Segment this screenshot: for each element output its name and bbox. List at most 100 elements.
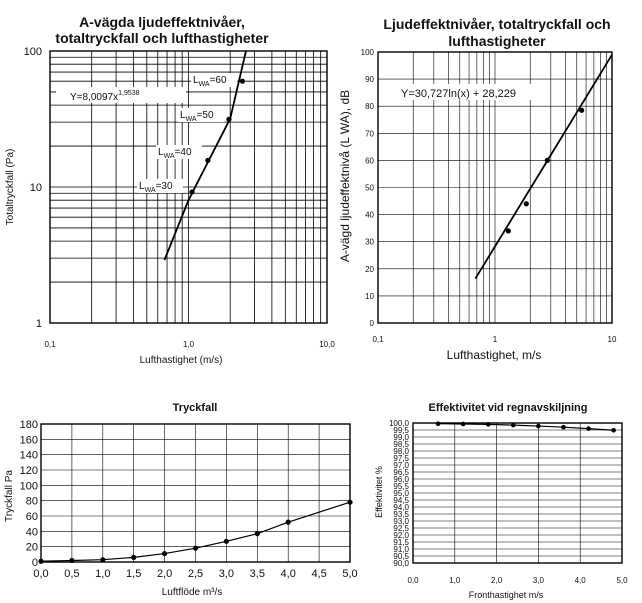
chart4-x-tick-label: 2,0 xyxy=(491,576,503,585)
chart2-data-point xyxy=(544,157,550,163)
chart4-y-tick-label: 91,5 xyxy=(393,538,409,547)
chart1-data-point xyxy=(226,116,232,122)
chart4-data-point xyxy=(586,426,591,431)
chart4-y-tick-label: 92,5 xyxy=(393,524,409,533)
chart-tryckfall: Tryckfall 0,0 0,5 1,0 1,5 2,0 2,5 3,0 3,5 4,0 4,5… xyxy=(4,402,358,598)
chart3-x-tick-label: 2,5 xyxy=(188,568,203,580)
chart1-annotation-bg xyxy=(137,179,183,193)
chart1-y-tick-label: 10 xyxy=(30,182,42,194)
chart1-x-tick-label: 10,0 xyxy=(319,340,335,349)
chart3-y-tick-label: 160 xyxy=(20,434,38,446)
chart4-y-tick-label: 94,0 xyxy=(393,503,409,512)
chart-sound-level: Ljudeffektnivåer, totaltryckfall och luf… xyxy=(338,16,617,362)
chart2-title-line2: lufthastigheter xyxy=(448,33,546,49)
chart2-y-tick-label: 10 xyxy=(365,292,374,301)
chart4-x-tick-label: 5,0 xyxy=(616,576,628,585)
chart3-x-axis-label: Luftflöde m³/s xyxy=(162,587,223,598)
chart3-data-point xyxy=(223,538,229,544)
chart2-y-tick-label: 30 xyxy=(365,238,374,247)
chart1-x-axis-label: Lufthastighet (m/s) xyxy=(140,355,223,366)
chart3-data-point xyxy=(254,531,260,537)
chart3-data-point xyxy=(100,557,106,563)
chart4-y-tick-label: 90,5 xyxy=(393,552,409,561)
chart4-y-tick-label: 100,0 xyxy=(389,419,410,428)
chart3-x-tick-label: 1,0 xyxy=(95,568,110,580)
chart3-y-tick-label: 180 xyxy=(20,419,38,431)
chart3-data-point xyxy=(285,519,291,525)
chart4-y-tick-label: 98,5 xyxy=(393,440,409,449)
chart4-data-point xyxy=(460,421,466,427)
chart1-annotation-lwa: LWA=30 xyxy=(139,181,173,194)
chart3-x-tick-label: 3,5 xyxy=(250,568,265,580)
chart1-data-point xyxy=(205,157,211,163)
chart3-y-axis-label: Tryckfall Pa xyxy=(4,470,15,522)
chart2-data-point xyxy=(505,228,511,234)
chart3-x-tick-label: 0,5 xyxy=(64,568,79,580)
chart2-series-line xyxy=(474,54,613,280)
chart1-annotation-lwa: LWA=40 xyxy=(158,147,192,160)
chart-pressure-log: A-vägda ljudeffektnivåer, totaltryckfall… xyxy=(5,14,335,366)
chart4-x-tick-label: 3,0 xyxy=(533,576,545,585)
chart1-annotation-lwa: LWA=50 xyxy=(180,110,214,123)
chart3-y-tick-label: 120 xyxy=(20,465,38,477)
chart3-series-line xyxy=(40,501,351,562)
chart1-series-line xyxy=(163,50,247,261)
chart4-y-tick-label: 96,0 xyxy=(393,475,409,484)
chart4-x-tick-label: 4,0 xyxy=(575,576,587,585)
chart4-x-tick-label: 0,0 xyxy=(407,576,419,585)
chart3-y-tick-label: 100 xyxy=(20,480,38,492)
chart4-x-tick-label: 1,0 xyxy=(449,576,461,585)
chart3-y-tick-label: 20 xyxy=(26,542,38,554)
chart1-annotation-bg xyxy=(178,108,224,122)
chart2-y-tick-label: 20 xyxy=(365,265,374,274)
chart3-x-tick-label: 4,0 xyxy=(281,568,296,580)
chart3-x-tick-label: 3,0 xyxy=(219,568,234,580)
chart2-y-tick-label: 80 xyxy=(365,102,374,111)
chart4-y-tick-label: 94,5 xyxy=(393,496,409,505)
chart2-x-tick-label: 0,1 xyxy=(372,335,384,344)
chart4-data-point xyxy=(511,422,516,428)
chart1-annotation-bg xyxy=(156,145,202,159)
chart2-y-tick-label: 90 xyxy=(365,75,374,84)
chart4-y-tick-label: 96,5 xyxy=(393,468,409,477)
chart2-y-tick-label: 50 xyxy=(365,184,374,193)
chart-effektivitet: Effektivitet vid regnavskiljning 0,0 1,0 2… xyxy=(374,402,628,600)
chart1-plot-frame xyxy=(49,50,328,324)
chart4-y-tick-label: 97,0 xyxy=(393,461,409,470)
chart3-data-point xyxy=(192,545,199,551)
chart4-y-tick-label: 97,5 xyxy=(393,454,409,463)
chart4-x-axis-label: Fronthastighet m/s xyxy=(469,590,544,600)
chart4-y-tick-label: 95,5 xyxy=(393,482,409,491)
chart2-equation: Y=30,727ln(x) + 28,229 xyxy=(401,88,516,100)
chart2-x-axis-label: Lufthastighet, m/s xyxy=(447,348,542,362)
chart2-y-tick-label: 0 xyxy=(370,319,375,328)
chart1-equation-bg xyxy=(56,87,186,103)
chart1-title-line1: A-vägda ljudeffektnivåer, xyxy=(79,14,245,30)
chart3-y-tick-label: 140 xyxy=(20,450,38,462)
chart1-y-axis-label: Totaltryckfall (Pa) xyxy=(5,149,16,226)
chart1-y-tick-label: 1 xyxy=(36,318,42,330)
chart2-y-tick-label: 40 xyxy=(365,211,374,220)
chart4-y-tick-label: 98,0 xyxy=(393,447,409,456)
chart4-data-point xyxy=(485,422,491,427)
chart2-data-point xyxy=(523,201,529,207)
chart2-x-tick-label: 10 xyxy=(608,335,617,344)
chart3-y-tick-label: 0 xyxy=(32,557,38,569)
chart4-y-tick-label: 92,0 xyxy=(393,531,409,540)
chart1-x-tick-label: 0,1 xyxy=(44,340,56,349)
chart3-x-tick-label: 1,5 xyxy=(126,568,141,580)
chart4-series-line xyxy=(438,423,614,431)
chart3-x-tick-label: 4,5 xyxy=(311,568,326,580)
chart2-plot-frame xyxy=(377,51,613,324)
chart3-data-point xyxy=(347,499,353,505)
chart1-data-point xyxy=(189,189,195,195)
chart2-title-line1: Ljudeffektnivåer, totaltryckfall och xyxy=(383,16,610,32)
chart2-data-point xyxy=(579,107,585,113)
chart3-plot-frame xyxy=(40,423,351,563)
chart1-y-tick-label: 100 xyxy=(24,46,42,58)
chart4-y-tick-label: 93,0 xyxy=(393,517,409,526)
chart3-data-point xyxy=(38,558,44,564)
chart4-y-axis-label: Effektivitet % xyxy=(374,466,384,518)
chart4-data-point xyxy=(561,424,566,430)
